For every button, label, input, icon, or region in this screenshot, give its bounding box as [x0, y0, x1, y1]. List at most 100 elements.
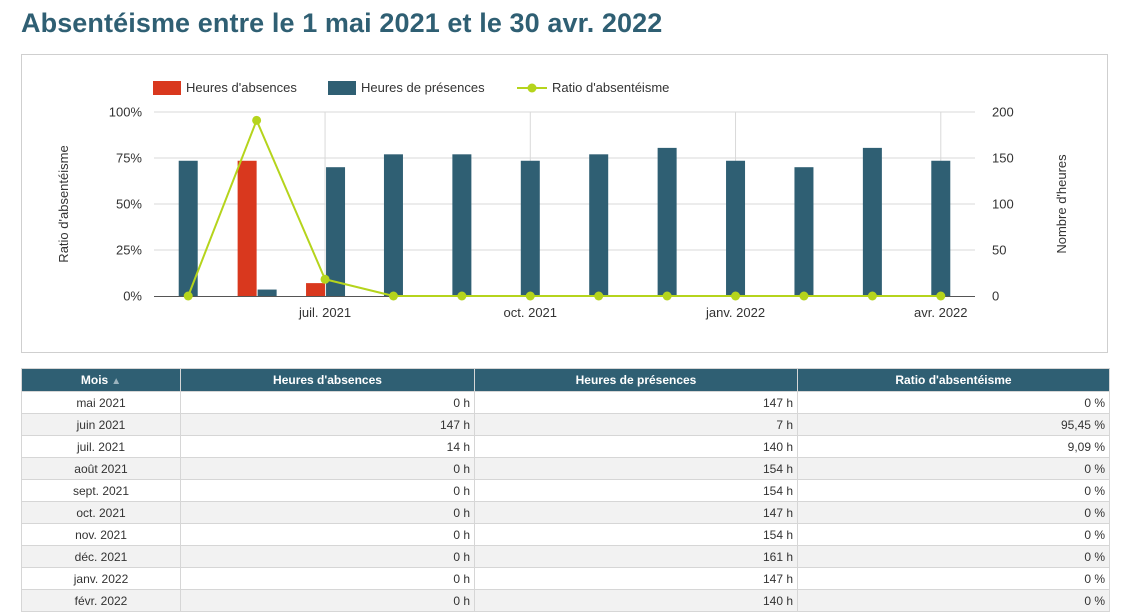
column-header-ratio[interactable]: Ratio d'absentéisme [797, 368, 1110, 392]
cell-month: juil. 2021 [21, 435, 181, 458]
column-header-label: Mois [80, 373, 109, 387]
bar-presences [726, 160, 746, 296]
cell-month: oct. 2021 [21, 501, 181, 524]
y-right-tick-label: 50 [992, 243, 1006, 258]
cell-month: août 2021 [21, 457, 181, 480]
y-left-tick-label: 25% [116, 243, 142, 258]
ratio-point [867, 291, 877, 301]
y-right-tick-label: 100 [992, 197, 1014, 212]
bar-presences [452, 154, 472, 296]
cell-ratio: 0 % [797, 391, 1110, 414]
column-header-absences[interactable]: Heures d'absences [180, 368, 475, 392]
cell-absences: 0 h [180, 567, 475, 590]
cell-absences: 0 h [180, 391, 475, 414]
absenteeism-table: Mois ▲ Heures d'absences Heures de présen… [21, 368, 1110, 612]
column-header-presences[interactable]: Heures de présences [474, 368, 798, 392]
column-header-month[interactable]: Mois ▲ [21, 368, 181, 392]
cell-absences: 0 h [180, 589, 475, 612]
bar-absences [237, 160, 257, 296]
legend-ratio-label: Ratio d'absentéisme [552, 80, 669, 95]
cell-month: juin 2021 [21, 413, 181, 436]
ratio-point [388, 291, 398, 301]
x-tick-label: avr. 2022 [914, 305, 968, 320]
cell-ratio: 0 % [797, 567, 1110, 590]
cell-absences: 147 h [180, 413, 475, 436]
bar-presences [862, 147, 882, 296]
chart-svg: 0% 25% 50% 75% 100% 0 50 100 150 200 juil. 2021 oct… [56, 80, 1069, 320]
cell-ratio: 0 % [797, 501, 1110, 524]
y-right-axis-title: Nombre d'heures [1054, 154, 1069, 254]
ratio-line [187, 117, 941, 297]
bar-presences [383, 154, 403, 296]
y-right-tick-label: 150 [992, 151, 1014, 166]
cell-month: nov. 2021 [21, 523, 181, 546]
cell-presences: 7 h [474, 413, 798, 436]
ratio-point [594, 291, 604, 301]
cell-ratio: 9,09 % [797, 435, 1110, 458]
cell-absences: 0 h [180, 501, 475, 524]
cell-presences: 154 h [474, 523, 798, 546]
cell-presences: 154 h [474, 457, 798, 480]
bar-presences [520, 160, 540, 296]
ratio-point [936, 291, 946, 301]
bar-presences [326, 167, 346, 296]
cell-month: janv. 2022 [21, 567, 181, 590]
ratio-point [457, 291, 467, 301]
table-header-row: Mois ▲ Heures d'absences Heures de présen… [21, 368, 1110, 392]
absenteeism-chart: 0% 25% 50% 75% 100% 0 50 100 150 200 juil. 2021 oct… [21, 54, 1108, 353]
y-left-tick-label: 75% [116, 151, 142, 166]
bar-absences [306, 283, 326, 296]
cell-ratio: 95,45 % [797, 413, 1110, 436]
ratio-point [525, 291, 535, 301]
y-right-tick-label: 0 [992, 289, 999, 304]
legend-ratio-swatch-marker [527, 83, 537, 93]
y-left-axis-title: Ratio d'absentéisme [56, 145, 71, 262]
ratio-point [183, 291, 193, 301]
cell-ratio: 0 % [797, 545, 1110, 568]
bar-presences [178, 160, 198, 296]
legend-absences-swatch [153, 81, 181, 95]
sort-ascending-icon[interactable]: ▲ [111, 376, 122, 387]
cell-month: sept. 2021 [21, 479, 181, 502]
cell-presences: 140 h [474, 435, 798, 458]
legend-presences-label: Heures de présences [361, 80, 485, 95]
legend-presences-swatch [328, 81, 356, 95]
cell-absences: 0 h [180, 457, 475, 480]
cell-presences: 147 h [474, 501, 798, 524]
x-tick-label: oct. 2021 [504, 305, 558, 320]
page-title: Absentéisme entre le 1 mai 2021 et le 30… [21, 8, 663, 38]
y-right-tick-label: 200 [992, 105, 1014, 120]
cell-month: déc. 2021 [21, 545, 181, 568]
cell-presences: 161 h [474, 545, 798, 568]
cell-absences: 0 h [180, 545, 475, 568]
cell-presences: 147 h [474, 567, 798, 590]
x-tick-label: janv. 2022 [705, 305, 765, 320]
y-left-tick-label: 0% [123, 289, 142, 304]
cell-ratio: 0 % [797, 479, 1110, 502]
bar-presences [931, 160, 951, 296]
ratio-point [320, 274, 330, 284]
y-left-tick-label: 100% [109, 105, 143, 120]
ratio-point [799, 291, 809, 301]
cell-month: mai 2021 [21, 391, 181, 414]
cell-presences: 140 h [474, 589, 798, 612]
ratio-point [662, 291, 672, 301]
cell-absences: 14 h [180, 435, 475, 458]
cell-ratio: 0 % [797, 589, 1110, 612]
cell-month: févr. 2022 [21, 589, 181, 612]
cell-presences: 147 h [474, 391, 798, 414]
ratio-point [731, 291, 741, 301]
cell-ratio: 0 % [797, 523, 1110, 546]
x-tick-label: juil. 2021 [298, 305, 351, 320]
bar-presences [794, 167, 814, 296]
cell-ratio: 0 % [797, 457, 1110, 480]
